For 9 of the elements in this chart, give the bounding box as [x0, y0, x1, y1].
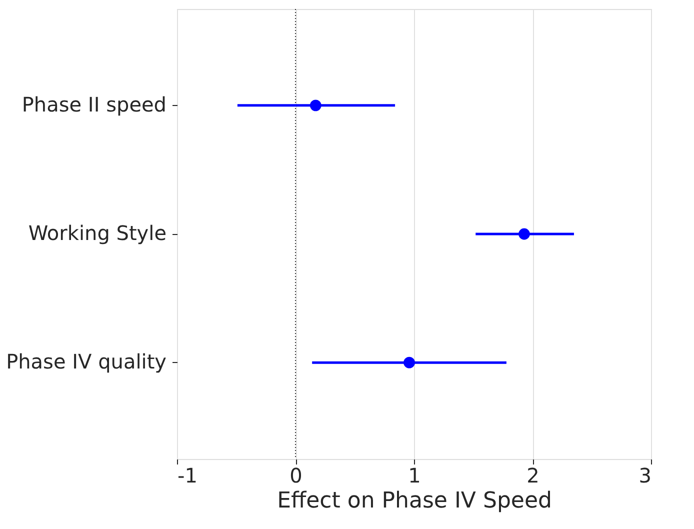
x-tick-label: 0: [290, 464, 302, 488]
x-tick-label: 3: [638, 464, 652, 488]
y-tick-label: Phase IV quality: [6, 350, 167, 374]
x-tick-label: 1: [408, 464, 421, 488]
y-tick-label: Phase II speed: [22, 92, 166, 116]
x-axis-title: Effect on Phase IV Speed: [277, 488, 552, 514]
y-tick-label: Working Style: [28, 221, 166, 245]
x-tick-label: 2: [526, 464, 540, 488]
x-tick-label: -1: [178, 464, 198, 488]
